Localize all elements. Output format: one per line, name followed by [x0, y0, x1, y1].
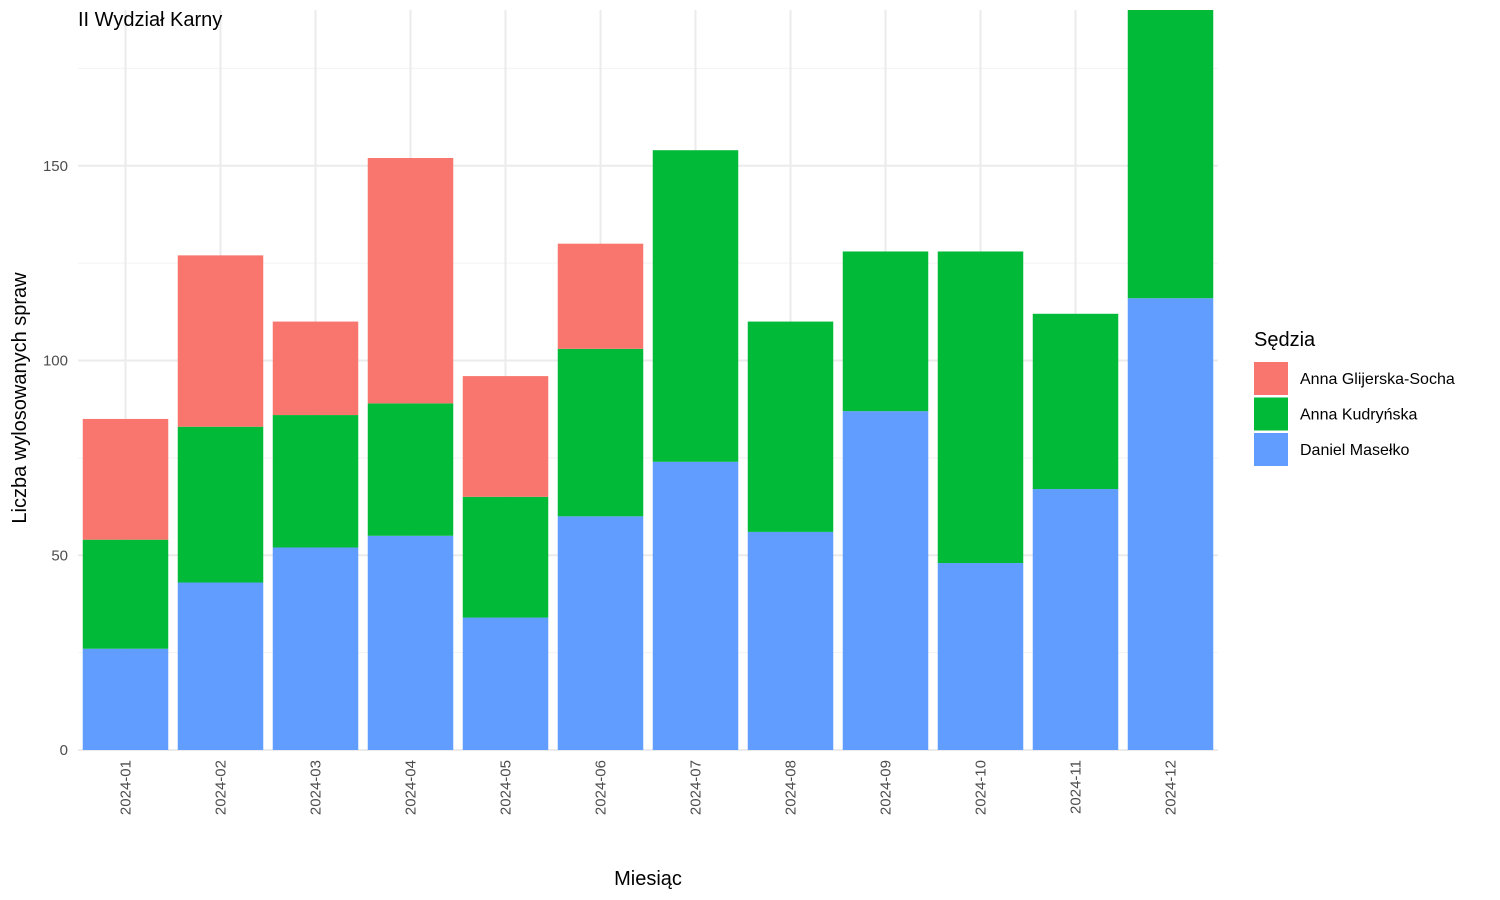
- x-tick-label: 2024-10: [973, 760, 990, 815]
- bar-daniel-mase-ko-2024-01: [82, 648, 169, 750]
- y-axis-ticks: 0 50 100 150: [43, 158, 68, 759]
- bar-anna-glijerska-socha-2024-06: [557, 243, 644, 349]
- x-tick-label: 2024-08: [783, 760, 800, 815]
- bar-daniel-mase-ko-2024-05: [462, 617, 549, 750]
- x-tick-label: 2024-07: [688, 760, 705, 815]
- y-axis-title: Liczba wylosowanych spraw: [9, 272, 31, 524]
- bar-daniel-mase-ko-2024-09: [842, 411, 929, 750]
- legend: Sędzia Anna Glijerska-Socha Anna Kudryńsk…: [1254, 329, 1455, 466]
- bar-daniel-mase-ko-2024-03: [272, 547, 359, 750]
- bar-anna-kudryn-ska-2024-06: [557, 348, 644, 517]
- y-tick-label: 150: [43, 158, 68, 175]
- bar-anna-kudryn-ska-2024-02: [177, 426, 264, 583]
- bar-anna-kudryn-ska-2024-12: [1127, 10, 1214, 299]
- x-tick-label: 2024-12: [1163, 760, 1180, 815]
- bar-daniel-mase-ko-2024-06: [557, 516, 644, 750]
- x-tick-label: 2024-02: [213, 760, 230, 815]
- bars: [82, 10, 1214, 750]
- bar-anna-glijerska-socha-2024-03: [272, 321, 359, 416]
- bar-anna-glijerska-socha-2024-01: [82, 418, 169, 540]
- bar-anna-kudryn-ska-2024-01: [82, 539, 169, 649]
- x-tick-label: 2024-11: [1068, 760, 1085, 814]
- x-tick-label: 2024-05: [498, 760, 515, 815]
- x-tick-label: 2024-04: [403, 760, 420, 815]
- x-axis-ticks: 2024-01 2024-02 2024-03 2024-04 2024-05 2024-…: [118, 760, 1180, 815]
- bar-daniel-mase-ko-2024-11: [1032, 489, 1119, 750]
- legend-label: Daniel Masełko: [1300, 442, 1409, 459]
- x-tick-label: 2024-03: [308, 760, 325, 815]
- bar-anna-glijerska-socha-2024-04: [367, 158, 454, 404]
- bar-anna-kudryn-ska-2024-07: [652, 150, 739, 462]
- bar-daniel-mase-ko-2024-04: [367, 535, 454, 750]
- x-tick-label: 2024-01: [118, 760, 135, 815]
- bar-daniel-mase-ko-2024-12: [1127, 298, 1214, 750]
- bar-anna-kudryn-ska-2024-03: [272, 415, 359, 548]
- legend-label: Anna Kudryńska: [1300, 407, 1418, 424]
- bar-anna-kudryn-ska-2024-09: [842, 251, 929, 412]
- legend-swatch: [1254, 397, 1288, 431]
- y-tick-label: 100: [43, 353, 68, 370]
- x-axis-title: Miesiąc: [614, 868, 682, 890]
- legend-swatch: [1254, 433, 1288, 466]
- chart-title: II Wydział Karny: [78, 9, 222, 31]
- x-tick-label: 2024-06: [593, 760, 610, 815]
- bar-anna-kudryn-ska-2024-08: [747, 321, 834, 532]
- y-tick-label: 50: [51, 547, 68, 564]
- bar-anna-kudryn-ska-2024-11: [1032, 313, 1119, 490]
- bar-anna-glijerska-socha-2024-05: [462, 376, 549, 497]
- bar-daniel-mase-ko-2024-08: [747, 531, 834, 750]
- bar-daniel-mase-ko-2024-10: [937, 563, 1024, 750]
- bar-anna-kudryn-ska-2024-05: [462, 496, 549, 618]
- legend-label: Anna Glijerska-Socha: [1300, 371, 1455, 388]
- legend-swatch: [1254, 362, 1288, 395]
- bar-daniel-mase-ko-2024-02: [177, 582, 264, 750]
- bar-anna-kudryn-ska-2024-04: [367, 403, 454, 536]
- x-tick-label: 2024-09: [878, 760, 895, 815]
- bar-daniel-mase-ko-2024-07: [652, 461, 739, 750]
- bar-anna-glijerska-socha-2024-02: [177, 255, 264, 427]
- y-tick-label: 0: [60, 742, 68, 759]
- bar-anna-kudryn-ska-2024-10: [937, 251, 1024, 564]
- legend-title: Sędzia: [1254, 329, 1316, 351]
